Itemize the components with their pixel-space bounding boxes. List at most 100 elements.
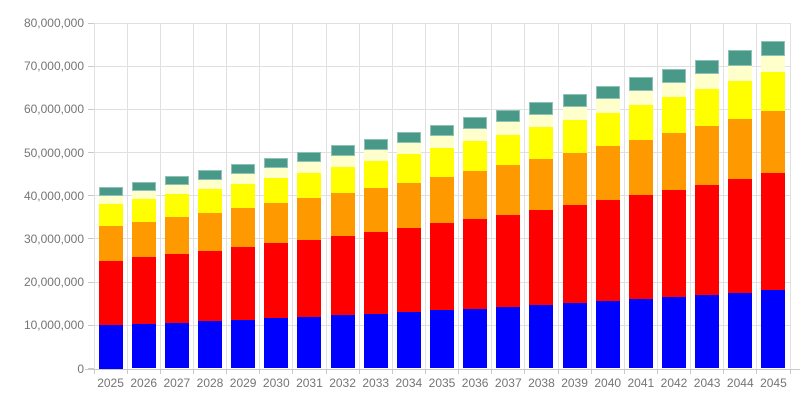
bar-segment-red-2043[interactable] [695,184,720,295]
bar-segment-red-2034[interactable] [396,227,421,313]
bar-segment-orange-2042[interactable] [662,132,686,191]
bar-segment-red-2040[interactable] [595,200,620,302]
bar-segment-pale-yellow-2040[interactable] [595,99,620,113]
bar-segment-teal-2030[interactable] [264,158,289,169]
bar-segment-yellow-2025[interactable] [98,204,123,226]
bar-segment-pale-yellow-2025[interactable] [98,195,123,205]
bar-segment-yellow-2029[interactable] [231,183,256,209]
bar-segment-orange-2033[interactable] [363,187,388,232]
bar-segment-teal-2040[interactable] [595,85,620,100]
bar-segment-blue-2028[interactable] [198,321,222,369]
bar-segment-pale-yellow-2033[interactable] [363,149,388,161]
bar-segment-teal-2032[interactable] [330,145,355,157]
bar-segment-blue-2027[interactable] [164,322,189,369]
bar-segment-teal-2027[interactable] [164,176,189,186]
bar-segment-teal-2035[interactable] [430,124,454,137]
bar-segment-teal-2031[interactable] [297,151,322,163]
bar-segment-teal-2041[interactable] [628,77,653,92]
bar-segment-orange-2030[interactable] [264,203,289,244]
bar-segment-orange-2039[interactable] [562,152,587,206]
bar-segment-red-2032[interactable] [330,235,355,316]
bar-segment-yellow-2035[interactable] [430,147,454,177]
bar-segment-red-2041[interactable] [628,195,653,300]
bar-segment-blue-2031[interactable] [297,316,322,369]
bar-segment-red-2025[interactable] [98,260,123,326]
bar-segment-red-2042[interactable] [662,190,686,298]
bar-segment-pale-yellow-2044[interactable] [728,65,753,81]
bar-segment-teal-2039[interactable] [562,94,587,108]
bar-segment-teal-2028[interactable] [198,170,222,180]
bar-segment-yellow-2038[interactable] [529,127,554,160]
bar-segment-blue-2042[interactable] [662,297,686,369]
bar-segment-blue-2033[interactable] [363,313,388,369]
bar-segment-yellow-2027[interactable] [164,194,189,218]
bar-segment-blue-2037[interactable] [496,306,521,369]
bar-segment-red-2036[interactable] [463,219,488,309]
bar-segment-blue-2026[interactable] [131,324,156,369]
bar-segment-blue-2039[interactable] [562,303,587,369]
bar-segment-red-2044[interactable] [728,179,753,293]
bar-segment-blue-2029[interactable] [231,319,256,369]
bar-segment-pale-yellow-2039[interactable] [562,107,587,121]
bar-segment-red-2037[interactable] [496,214,521,307]
bar-segment-blue-2035[interactable] [430,310,454,369]
bar-segment-yellow-2039[interactable] [562,120,587,153]
bar-segment-orange-2045[interactable] [761,111,786,174]
bar-segment-yellow-2026[interactable] [131,199,156,222]
bar-segment-pale-yellow-2038[interactable] [529,114,554,128]
bar-segment-orange-2026[interactable] [131,221,156,258]
bar-segment-yellow-2031[interactable] [297,172,322,199]
bar-segment-teal-2043[interactable] [695,59,720,75]
bar-segment-pale-yellow-2036[interactable] [463,129,488,142]
bar-segment-orange-2035[interactable] [430,176,454,224]
bar-segment-blue-2038[interactable] [529,305,554,369]
bar-segment-orange-2028[interactable] [198,212,222,251]
bar-segment-orange-2032[interactable] [330,193,355,236]
bar-segment-red-2045[interactable] [761,173,786,291]
bar-segment-blue-2030[interactable] [264,318,289,369]
bar-segment-teal-2029[interactable] [231,164,256,175]
bar-segment-red-2030[interactable] [264,243,289,319]
bar-segment-teal-2026[interactable] [131,181,156,191]
bar-segment-red-2038[interactable] [529,209,554,306]
bar-segment-teal-2044[interactable] [728,50,753,66]
bar-segment-orange-2034[interactable] [396,182,421,228]
bar-segment-orange-2038[interactable] [529,159,554,210]
bar-segment-orange-2044[interactable] [728,118,753,180]
bar-segment-yellow-2036[interactable] [463,141,488,172]
bar-segment-teal-2034[interactable] [396,131,421,144]
bar-segment-teal-2038[interactable] [529,102,554,115]
bar-segment-pale-yellow-2034[interactable] [396,143,421,155]
bar-segment-orange-2025[interactable] [98,225,123,261]
bar-segment-pale-yellow-2035[interactable] [430,136,454,148]
bar-segment-blue-2044[interactable] [728,292,753,369]
bar-segment-pale-yellow-2043[interactable] [695,74,720,90]
bar-segment-yellow-2037[interactable] [496,134,521,166]
bar-segment-orange-2031[interactable] [297,198,322,240]
bar-segment-yellow-2032[interactable] [330,166,355,194]
bar-segment-orange-2040[interactable] [595,146,620,201]
bar-segment-orange-2037[interactable] [496,165,521,215]
bar-segment-orange-2029[interactable] [231,208,256,247]
bar-segment-yellow-2045[interactable] [761,72,786,112]
bar-segment-yellow-2034[interactable] [396,154,421,183]
bar-segment-red-2033[interactable] [363,231,388,314]
bar-segment-orange-2043[interactable] [695,125,720,185]
bar-segment-red-2039[interactable] [562,205,587,304]
bar-segment-blue-2032[interactable] [330,315,355,369]
bar-segment-pale-yellow-2041[interactable] [628,91,653,106]
bar-segment-yellow-2043[interactable] [695,89,720,126]
bar-segment-pale-yellow-2030[interactable] [264,168,289,179]
bar-segment-yellow-2033[interactable] [363,160,388,188]
bar-segment-pale-yellow-2032[interactable] [330,156,355,167]
bar-segment-teal-2025[interactable] [98,187,123,196]
bar-segment-orange-2027[interactable] [164,217,189,254]
bar-segment-pale-yellow-2028[interactable] [198,179,222,190]
bar-segment-teal-2045[interactable] [761,40,786,57]
bar-segment-blue-2043[interactable] [695,294,720,369]
bar-segment-red-2028[interactable] [198,250,222,322]
bar-segment-pale-yellow-2042[interactable] [662,82,686,98]
bar-segment-red-2029[interactable] [231,246,256,320]
bar-segment-blue-2045[interactable] [761,290,786,369]
bar-segment-pale-yellow-2031[interactable] [297,162,322,173]
